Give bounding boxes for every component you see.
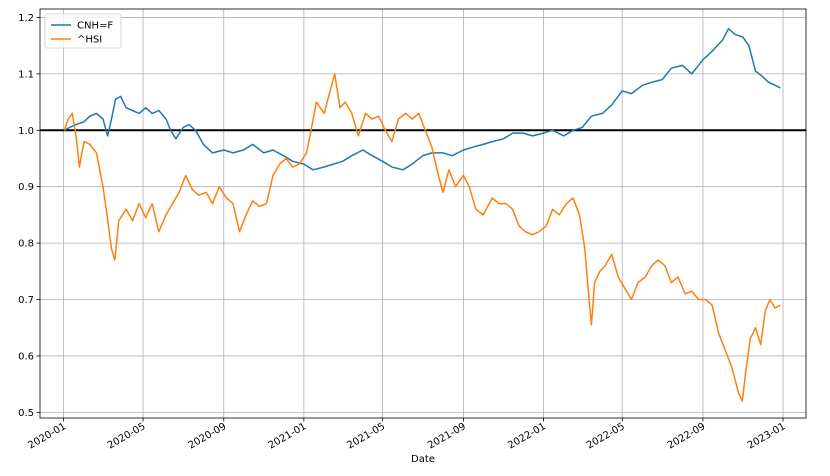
legend-label: CNH=F [77, 21, 113, 32]
y-tick-label: 0.5 [18, 408, 34, 419]
y-axis-ticks: 0.5 0.6 0.7 0.8 0.9 1.0 1.1 1.2 [18, 13, 40, 419]
series-line-hsi [63, 73, 781, 402]
series-line-cnh [63, 27, 781, 171]
y-tick-label: 0.7 [18, 295, 34, 306]
legend-label: ^HSI [77, 35, 102, 46]
y-tick-label: 1.1 [18, 69, 34, 80]
grid-lines [40, 9, 806, 418]
y-tick-label: 1.0 [18, 126, 34, 137]
plot-frame [39, 8, 807, 419]
y-tick-label: 0.6 [18, 351, 34, 362]
y-tick-label: 1.2 [18, 13, 34, 24]
x-axis-label: Date [411, 454, 435, 465]
legend: CNH=F ^HSI [44, 13, 122, 49]
y-tick-label: 0.9 [18, 182, 34, 193]
y-tick-label: 0.8 [18, 239, 34, 250]
series-lines [63, 27, 781, 402]
